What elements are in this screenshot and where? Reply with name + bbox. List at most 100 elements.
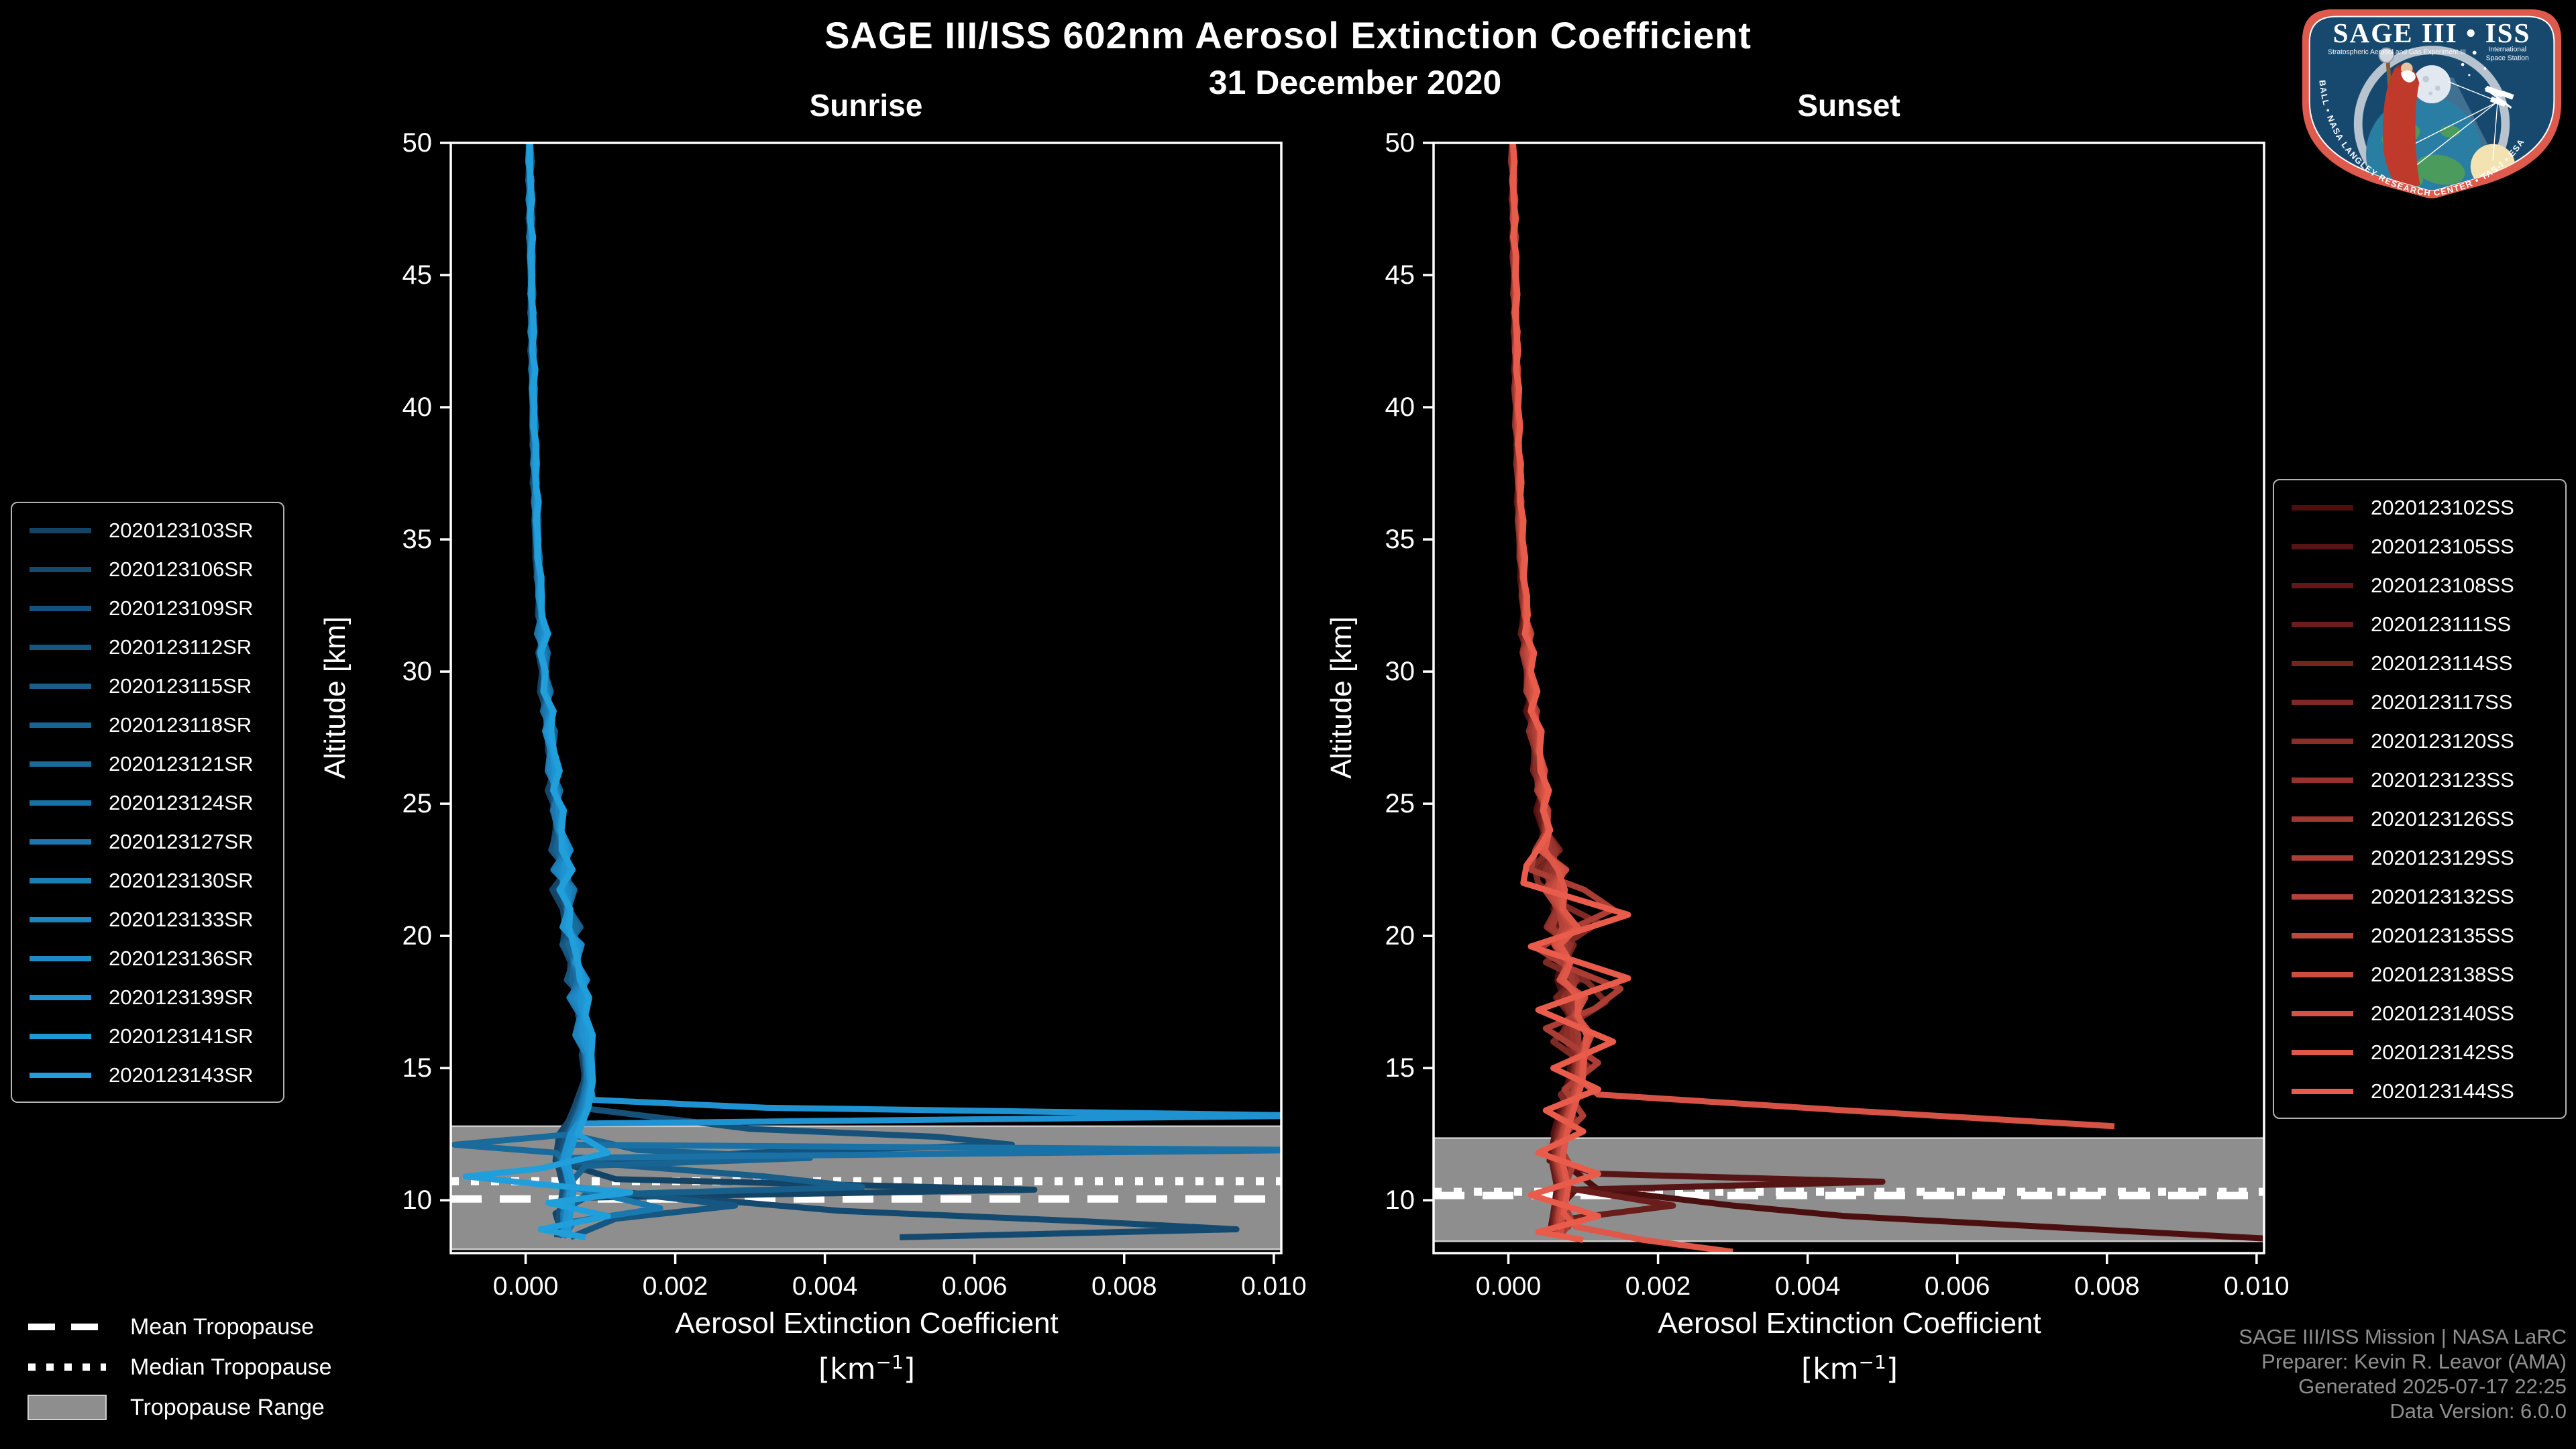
profile-line-2020123124SR xyxy=(525,143,1281,1238)
legend-line-swatch xyxy=(2292,544,2353,549)
profile-line-2020123112SR xyxy=(525,143,739,1240)
legend-label: 2020123108SS xyxy=(2371,574,2514,597)
y-tick-label: 35 xyxy=(402,525,433,554)
legend-row-2020123112SR: 2020123112SR xyxy=(12,628,283,667)
legend-row-2020123123SS: 2020123123SS xyxy=(2274,761,2565,800)
y-tick-label: 25 xyxy=(1385,789,1415,818)
mean-tropopause-label: Mean Tropopause xyxy=(130,1313,315,1340)
legend-label: 2020123112SR xyxy=(109,635,252,659)
legend-line-swatch xyxy=(2292,739,2353,744)
sage-iii-iss-logo: SAGE III • ISS Stratospheric Aerosol and… xyxy=(2302,9,2562,199)
page-title: SAGE III/ISS 602nm Aerosol Extinction Co… xyxy=(824,14,1752,56)
legend-sunset: 2020123102SS 2020123105SS 2020123108SS 2020… xyxy=(2273,479,2567,1119)
x-tick-label: 0.000 xyxy=(493,1272,559,1301)
legend-label: 2020123124SR xyxy=(109,791,254,814)
profile-line-2020123144SS xyxy=(1509,143,1631,1243)
legend-row-2020123127SR: 2020123127SR xyxy=(12,822,283,861)
legend-line-swatch xyxy=(2292,1089,2353,1094)
y-tick-label: 45 xyxy=(402,260,433,290)
legend-row-2020123102SS: 2020123102SS xyxy=(2274,488,2565,527)
legend-line-swatch xyxy=(30,839,91,845)
legend-row-2020123138SS: 2020123138SS xyxy=(2274,955,2565,994)
tropopause-range-swatch xyxy=(28,1395,107,1420)
footer-generated-line: Generated 2025-07-17 22:25 xyxy=(2298,1375,2567,1398)
legend-row-2020123143SR: 2020123143SR xyxy=(12,1056,283,1095)
logo-iss xyxy=(2484,85,2514,109)
y-tick-label: 50 xyxy=(1385,128,1415,158)
x-tick-label: 0.002 xyxy=(1625,1272,1691,1301)
legend-label: 2020123109SR xyxy=(109,596,254,620)
legend-row-2020123129SS: 2020123129SS xyxy=(2274,839,2565,877)
legend-row-2020123118SR: 2020123118SR xyxy=(12,706,283,745)
logo-subtitle-right2: Space Station xyxy=(2486,54,2529,62)
legend-line-swatch xyxy=(2292,583,2353,588)
y-tick-label: 35 xyxy=(1385,525,1415,554)
legend-line-swatch xyxy=(30,722,91,728)
legend-label: 2020123105SS xyxy=(2371,535,2514,558)
logo-subtitle-left: Stratospheric Aerosol and Gas Experiment… xyxy=(2328,48,2466,56)
x-tick-label: 0.002 xyxy=(643,1272,708,1301)
legend-line-swatch xyxy=(30,1073,91,1078)
legend-row-2020123136SR: 2020123136SR xyxy=(12,939,283,978)
panel-title-sunset: Sunset xyxy=(1797,88,1900,123)
legend-line-swatch xyxy=(2292,933,2353,938)
legend-row-2020123141SR: 2020123141SR xyxy=(12,1017,283,1056)
footer-attribution: SAGE III/ISS Mission | NASA LaRC Prepare… xyxy=(2239,1324,2567,1424)
x-axis-label-sunrise: Aerosol Extinction Coefficient xyxy=(675,1307,1059,1340)
legend-label: 2020123118SR xyxy=(109,713,252,737)
profile-line-2020123106SR xyxy=(525,143,1240,1240)
legend-line-swatch xyxy=(30,606,91,611)
median-tropopause-swatch xyxy=(28,1363,106,1371)
legend-label: 2020123132SS xyxy=(2371,885,2514,908)
date-subtitle: 31 December 2020 xyxy=(1208,64,1502,101)
legend-line-swatch xyxy=(2292,661,2353,666)
x-tick-label: 0.010 xyxy=(2224,1272,2290,1301)
legend-row-2020123115SR: 2020123115SR xyxy=(12,667,283,706)
y-tick-label: 45 xyxy=(1385,260,1415,290)
legend-row-2020123109SR: 2020123109SR xyxy=(12,589,283,628)
sunset-axes-frame xyxy=(1432,142,2265,1254)
mean-tropopause-swatch xyxy=(28,1324,106,1330)
x-tick-label: 0.010 xyxy=(1241,1272,1307,1301)
legend-row-2020123114SS: 2020123114SS xyxy=(2274,644,2565,683)
y-tick-label: 50 xyxy=(402,128,433,158)
y-tick-label: 30 xyxy=(402,657,433,686)
legend-row-2020123108SS: 2020123108SS xyxy=(2274,566,2565,605)
logo-moon xyxy=(2412,65,2451,103)
x-tick-label: 0.006 xyxy=(1925,1272,1990,1301)
legend-label: 2020123129SS xyxy=(2371,846,2514,869)
logo-sage-figure xyxy=(2378,47,2420,191)
legend-row-2020123130SR: 2020123130SR xyxy=(12,861,283,900)
logo-orbit-ring xyxy=(2353,46,2510,191)
legend-label: 2020123135SS xyxy=(2371,924,2514,947)
legend-label: 2020123142SS xyxy=(2371,1040,2514,1064)
legend-label: 2020123140SS xyxy=(2371,1002,2514,1025)
legend-line-swatch xyxy=(2292,972,2353,977)
legend-label: 2020123102SS xyxy=(2371,496,2514,519)
profile-line-2020123103SR xyxy=(525,143,1038,1238)
legend-row-2020123135SS: 2020123135SS xyxy=(2274,916,2565,955)
legend-label: 2020123103SR xyxy=(109,519,254,542)
sunrise-plot-area xyxy=(451,143,1281,1250)
legend-sunrise: 2020123103SR 2020123106SR 2020123109SR 2020… xyxy=(11,502,284,1103)
legend-line-swatch xyxy=(30,528,91,533)
x-tick-label: 0.000 xyxy=(1476,1272,1542,1301)
x-axis-label-sunset: Aerosol Extinction Coefficient xyxy=(1658,1307,2041,1340)
legend-line-swatch xyxy=(2292,855,2353,861)
logo-stars xyxy=(2461,50,2487,76)
legend-label: 2020123144SS xyxy=(2371,1079,2514,1103)
y-tick-label: 10 xyxy=(402,1185,433,1215)
profile-line-2020123118SR xyxy=(526,143,813,1238)
tropopause-legend: Mean Tropopause Median Tropopause Tropop… xyxy=(27,1307,332,1428)
legend-line-swatch xyxy=(30,956,91,961)
legend-label: 2020123120SS xyxy=(2371,729,2514,753)
profile-line-2020123121SR xyxy=(451,143,592,1238)
legend-row-2020123111SS: 2020123111SS xyxy=(2274,605,2565,644)
x-tick-label: 0.006 xyxy=(942,1272,1008,1301)
legend-row-2020123105SS: 2020123105SS xyxy=(2274,527,2565,566)
legend-line-swatch xyxy=(30,645,91,650)
x-axis-unit-sunset: [km−1] xyxy=(1801,1351,1898,1387)
legend-line-swatch xyxy=(2292,816,2353,822)
